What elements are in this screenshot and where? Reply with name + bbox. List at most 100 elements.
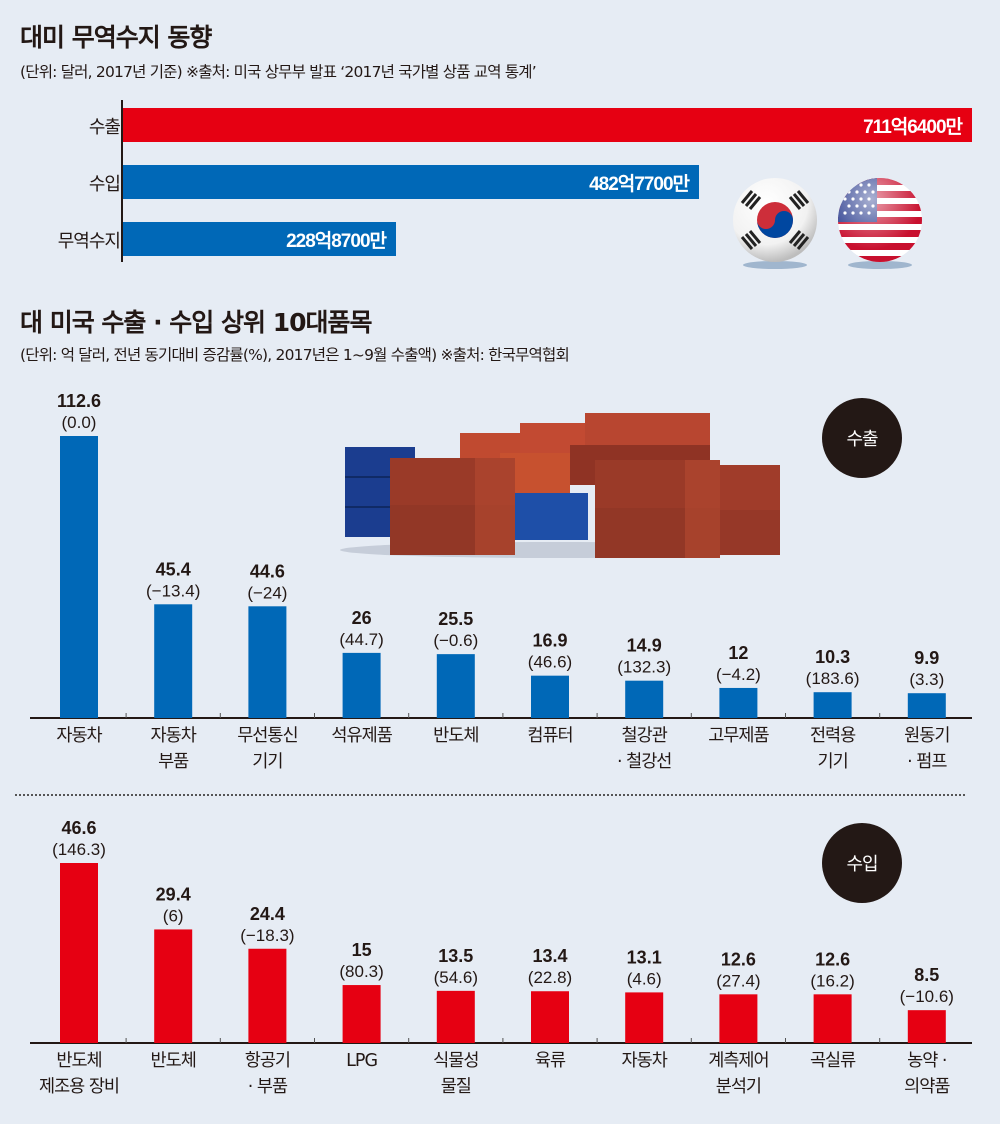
change-label: (0.0) (62, 413, 97, 432)
category-label: 무선통신 기기 (237, 726, 298, 772)
korea-flag-icon (733, 178, 817, 269)
bar (907, 693, 946, 718)
hbar-axis (121, 100, 123, 262)
category-label: 고무제품 (708, 726, 769, 746)
change-label: (22.8) (528, 968, 572, 987)
bar (248, 606, 287, 718)
category-label: 자동차 (621, 1051, 668, 1071)
bar (907, 1010, 946, 1043)
change-label: (−24) (247, 583, 287, 602)
category-label: 자동차 부품 (150, 726, 197, 772)
value-label: 29.4 (156, 884, 191, 904)
hbar-import: 482억7700만 (123, 165, 699, 199)
value-label: 14.9 (627, 636, 662, 656)
bar (436, 654, 475, 718)
hbar-label-export: 수출 (88, 117, 121, 138)
section2-title: 대 미국 수출 · 수입 상위 10대품목 (20, 308, 373, 337)
change-label: (6) (163, 906, 184, 925)
bar (248, 948, 287, 1043)
change-label: (−0.6) (433, 631, 478, 650)
category-label: 전력용 기기 (809, 726, 856, 772)
value-label: 13.4 (532, 946, 567, 966)
export-badge: 수출 (822, 398, 902, 478)
change-label: (4.6) (627, 969, 662, 988)
category-label: 농약 · 의약품 (904, 1051, 950, 1097)
usa-flag-icon (838, 178, 922, 269)
bar (60, 436, 98, 718)
bar (342, 652, 381, 718)
change-label: (80.3) (339, 962, 383, 981)
section1-subtitle: (단위: 달러, 2017년 기준) ※출처: 미국 상무부 발표 ‘2017년… (20, 63, 537, 81)
value-label: 112.6 (57, 391, 101, 411)
category-label: 계측제어 분석기 (708, 1051, 769, 1097)
value-label: 12.6 (815, 949, 850, 969)
value-label: 9.9 (914, 648, 939, 668)
bar (719, 687, 758, 718)
value-label: 44.6 (250, 561, 285, 581)
import-badge: 수입 (822, 823, 902, 903)
bar (625, 680, 664, 718)
hbar-label-import: 수입 (88, 174, 121, 195)
hbar-balance: 228억8700만 (123, 222, 396, 256)
bar (719, 994, 758, 1043)
hbar-value-import: 482억7700만 (589, 173, 690, 195)
category-label: 자동차 (56, 726, 102, 746)
hbar-export: 711억6400만 (123, 108, 972, 142)
hbar-value-export: 711억6400만 (863, 116, 963, 138)
change-label: (−13.4) (146, 581, 200, 600)
change-label: (−10.6) (900, 987, 954, 1006)
bar (813, 994, 852, 1043)
hbar-value-balance: 228억8700만 (286, 230, 387, 252)
bar (531, 675, 569, 718)
value-label: 24.4 (250, 904, 285, 924)
import-bar-chart: (146.3) 46.6 (6) 29.4 (−18.3) 24.4 (80.3) 15 (54… (30, 818, 972, 1044)
value-label: 12.6 (721, 949, 756, 969)
category-label: 철강관 · 철강선 (616, 726, 672, 772)
category-label: 육류 (534, 1051, 566, 1071)
category-label: 식물성 물질 (433, 1051, 479, 1097)
bar (342, 985, 381, 1043)
value-label: 26 (352, 608, 372, 628)
category-label: 반도체 (433, 726, 479, 746)
section-divider (15, 794, 965, 796)
category-label: 곡실류 (809, 1051, 856, 1071)
category-label: 원동기 · 펌프 (904, 726, 950, 772)
bar (154, 604, 193, 718)
bar (436, 990, 475, 1043)
value-label: 46.6 (61, 818, 96, 838)
change-label: (183.6) (806, 669, 860, 688)
category-label: 반도체 제조용 장비 (38, 1051, 120, 1097)
change-label: (46.6) (528, 653, 572, 672)
category-label: 항공기 · 부품 (244, 1051, 291, 1097)
bar (154, 929, 193, 1043)
change-label: (3.3) (909, 670, 944, 689)
category-label: 석유제품 (331, 726, 392, 746)
change-label: (132.3) (617, 658, 671, 677)
value-label: 25.5 (438, 609, 473, 629)
value-label: 16.9 (532, 631, 567, 651)
hbar-label-balance: 무역수지 (57, 231, 121, 252)
bar (625, 992, 664, 1043)
change-label: (54.6) (434, 968, 478, 987)
bar (813, 692, 852, 718)
category-label: 컴퓨터 (527, 726, 573, 746)
change-label: (44.7) (339, 630, 383, 649)
change-label: (146.3) (52, 840, 106, 859)
value-label: 13.5 (438, 946, 473, 966)
change-label: (−18.3) (240, 926, 294, 945)
section2-subtitle: (단위: 억 달러, 전년 동기대비 증감률(%), 2017년은 1~9월 수… (20, 346, 570, 364)
value-label: 13.1 (627, 947, 662, 967)
category-label: 반도체 (150, 1051, 197, 1071)
shipping-containers-illustration (340, 413, 780, 558)
value-label: 45.4 (156, 559, 191, 579)
value-label: 8.5 (914, 965, 939, 985)
value-label: 12 (728, 643, 748, 663)
change-label: (27.4) (716, 971, 760, 990)
export-bar-chart: (0.0) 112.6 (−13.4) 45.4 (−24) 44.6 (44.7) 26 (−… (30, 391, 972, 719)
value-label: 10.3 (815, 647, 850, 667)
bar (60, 863, 98, 1043)
section1-title: 대미 무역수지 동향 (20, 23, 212, 52)
bar (531, 991, 569, 1043)
value-label: 15 (352, 940, 372, 960)
category-label: LPG (346, 1051, 378, 1071)
